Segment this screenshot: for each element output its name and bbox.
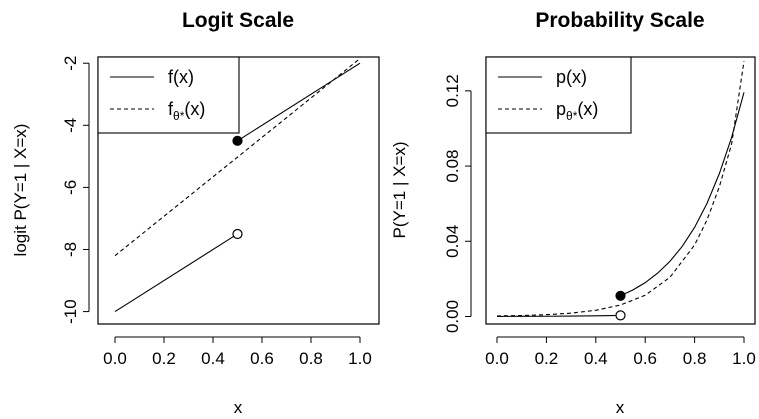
probability-x-tick-label: 0.8: [683, 349, 707, 368]
logit-legend-label: fθ*(x): [168, 99, 205, 123]
probability-series-line-dashed: [496, 61, 745, 317]
probability-x-tick-label: 0.2: [535, 349, 559, 368]
logit-filled-point: [232, 135, 243, 146]
probability-y-ticks: 0.00 0.04 0.08 0.12: [443, 74, 472, 333]
probability-x-ticks: 0.0 0.2 0.4 0.6 0.8 1.0: [485, 336, 756, 368]
probability-legend: p(x) pθ*(x): [485, 56, 632, 134]
logit-y-axis-label: logit P(Y=1 | X=x): [11, 124, 30, 257]
probability-legend-box: [485, 56, 632, 134]
logit-series-line-solid: [237, 62, 361, 142]
probability-x-tick-label: 0.4: [584, 349, 608, 368]
probability-x-axis-label: x: [616, 398, 625, 417]
logit-chart-title: Logit Scale: [182, 9, 294, 32]
logit-y-tick-label: -6: [61, 180, 80, 195]
logit-y-tick-label: -4: [61, 118, 80, 133]
logit-x-tick-label: 0.8: [299, 349, 323, 368]
probability-x-tick-label: 0.6: [633, 349, 657, 368]
probability-y-tick-label: 0.08: [443, 150, 462, 183]
logit-series-line-dashed: [114, 58, 361, 257]
logit-series-line-solid: [114, 233, 238, 313]
logit-y-tick-label: -8: [61, 242, 80, 257]
logit-y-ticks: -10 -8 -6 -4 -2: [61, 56, 90, 324]
probability-y-tick-label: 0.04: [443, 225, 462, 258]
logit-y-tick-label: -10: [61, 299, 80, 324]
probability-legend-label: pθ*(x): [556, 99, 598, 123]
probability-chart-title: Probability Scale: [535, 9, 704, 32]
logit-series: [114, 58, 361, 313]
probability-series: [496, 61, 745, 321]
probability-panel: Probability Scale x P(Y=1 | X=x) 0.0 0.2 0…: [390, 9, 756, 417]
probability-open-point: [615, 310, 626, 321]
logit-x-tick-label: 0.0: [103, 349, 127, 368]
probability-legend-label: p(x): [556, 67, 587, 87]
logit-x-tick-label: 0.2: [152, 349, 176, 368]
logit-y-tick-label: -2: [61, 56, 80, 71]
logit-x-tick-label: 0.6: [250, 349, 274, 368]
logit-x-axis-label: x: [234, 398, 243, 417]
probability-series-line-solid: [620, 92, 745, 297]
logit-legend-label: f(x): [168, 67, 194, 87]
probability-series-line-solid: [496, 314, 621, 317]
logit-legend-box: [97, 56, 240, 134]
logit-open-point: [232, 228, 243, 240]
logit-x-tick-label: 1.0: [348, 349, 372, 368]
probability-y-axis-label: P(Y=1 | X=x): [390, 141, 409, 238]
probability-y-tick-label: 0.00: [443, 300, 462, 333]
probability-filled-point: [615, 290, 626, 301]
probability-x-tick-label: 1.0: [732, 349, 756, 368]
probability-x-tick-label: 0.0: [485, 349, 509, 368]
logit-x-tick-label: 0.4: [201, 349, 225, 368]
logit-legend: f(x) fθ*(x): [97, 56, 240, 134]
logit-panel: Logit Scale x logit P(Y=1 | X=x) 0.0 0.2 0…: [11, 9, 380, 417]
probability-y-tick-label: 0.12: [443, 74, 462, 107]
logit-x-ticks: 0.0 0.2 0.4 0.6 0.8 1.0: [103, 336, 372, 368]
